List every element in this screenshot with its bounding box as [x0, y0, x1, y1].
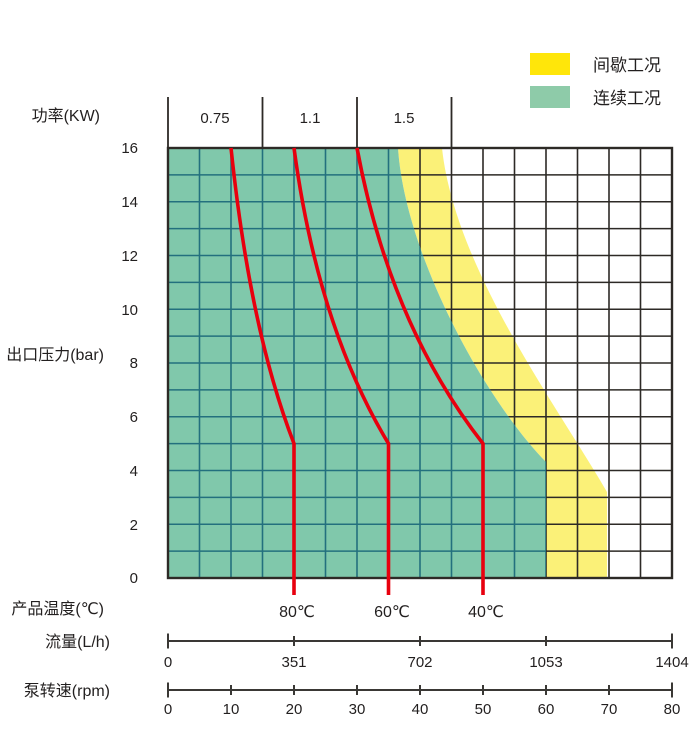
- power-segment-2: 1.5: [394, 110, 415, 127]
- pressure-tick-10: 10: [121, 302, 138, 319]
- flow-tick-1404: 1404: [655, 654, 688, 671]
- legend-label-continuous: 连续工况: [593, 89, 661, 108]
- flow-tick-351: 351: [281, 654, 306, 671]
- speed-axis: 泵转速(rpm) 0 10 20 30 40 50 60 70 80: [24, 682, 681, 718]
- curve-60c: [292, 147, 391, 595]
- power-axis-ticks: [167, 97, 453, 148]
- pressure-tick-16: 16: [121, 140, 138, 157]
- pressure-axis: 出口压力(bar) 16 14 12 10 8 6 4 2 0: [6, 140, 138, 587]
- legend-swatch-intermittent-icon: [530, 53, 570, 75]
- pressure-tick-4: 4: [130, 463, 138, 480]
- pressure-tick-12: 12: [121, 248, 138, 265]
- flow-tick-702: 702: [407, 654, 432, 671]
- temperature-axis-label: 产品温度(℃): [11, 600, 104, 618]
- curve-80c: [229, 147, 296, 595]
- flow-axis: 流量(L/h) 0 351 702 1053 1404: [45, 633, 689, 671]
- legend-label-intermittent: 间歇工况: [593, 56, 661, 75]
- pressure-tick-14: 14: [121, 194, 138, 211]
- curve-40c: [355, 147, 485, 595]
- power-axis: 功率(KW) 0.75 1.1 1.5: [32, 97, 453, 148]
- speed-tick-20: 20: [286, 701, 303, 718]
- legend: 间歇工况 连续工况: [530, 53, 661, 108]
- pressure-axis-label: 出口压力(bar): [6, 346, 104, 364]
- flow-tick-1053: 1053: [529, 654, 562, 671]
- speed-tick-80: 80: [664, 701, 681, 718]
- temp-label-60c: 60℃: [374, 604, 410, 621]
- temp-label-40c: 40℃: [468, 604, 504, 621]
- power-segment-1: 1.1: [300, 110, 321, 127]
- pressure-tick-6: 6: [130, 409, 138, 426]
- speed-axis-line: [167, 682, 673, 698]
- speed-tick-60: 60: [538, 701, 555, 718]
- plot-area: [166, 146, 674, 595]
- flow-tick-0: 0: [164, 654, 172, 671]
- pressure-tick-0: 0: [130, 570, 138, 587]
- speed-axis-label: 泵转速(rpm): [24, 682, 110, 700]
- speed-tick-30: 30: [349, 701, 366, 718]
- power-segment-0: 0.75: [200, 110, 229, 127]
- speed-tick-0: 0: [164, 701, 172, 718]
- temperature-curves: [229, 147, 485, 595]
- pressure-tick-8: 8: [130, 355, 138, 372]
- speed-tick-70: 70: [601, 701, 618, 718]
- temp-label-80c: 80℃: [279, 604, 315, 621]
- flow-axis-line: [167, 633, 673, 649]
- speed-tick-10: 10: [223, 701, 240, 718]
- flow-axis-label: 流量(L/h): [45, 633, 110, 651]
- speed-tick-40: 40: [412, 701, 429, 718]
- power-axis-label: 功率(KW): [32, 107, 100, 125]
- plot-border: [166, 146, 674, 580]
- legend-swatch-continuous-icon: [530, 86, 570, 108]
- pressure-tick-2: 2: [130, 517, 138, 534]
- temperature-axis: 产品温度(℃) 80℃ 60℃ 40℃: [11, 600, 504, 621]
- speed-tick-50: 50: [475, 701, 492, 718]
